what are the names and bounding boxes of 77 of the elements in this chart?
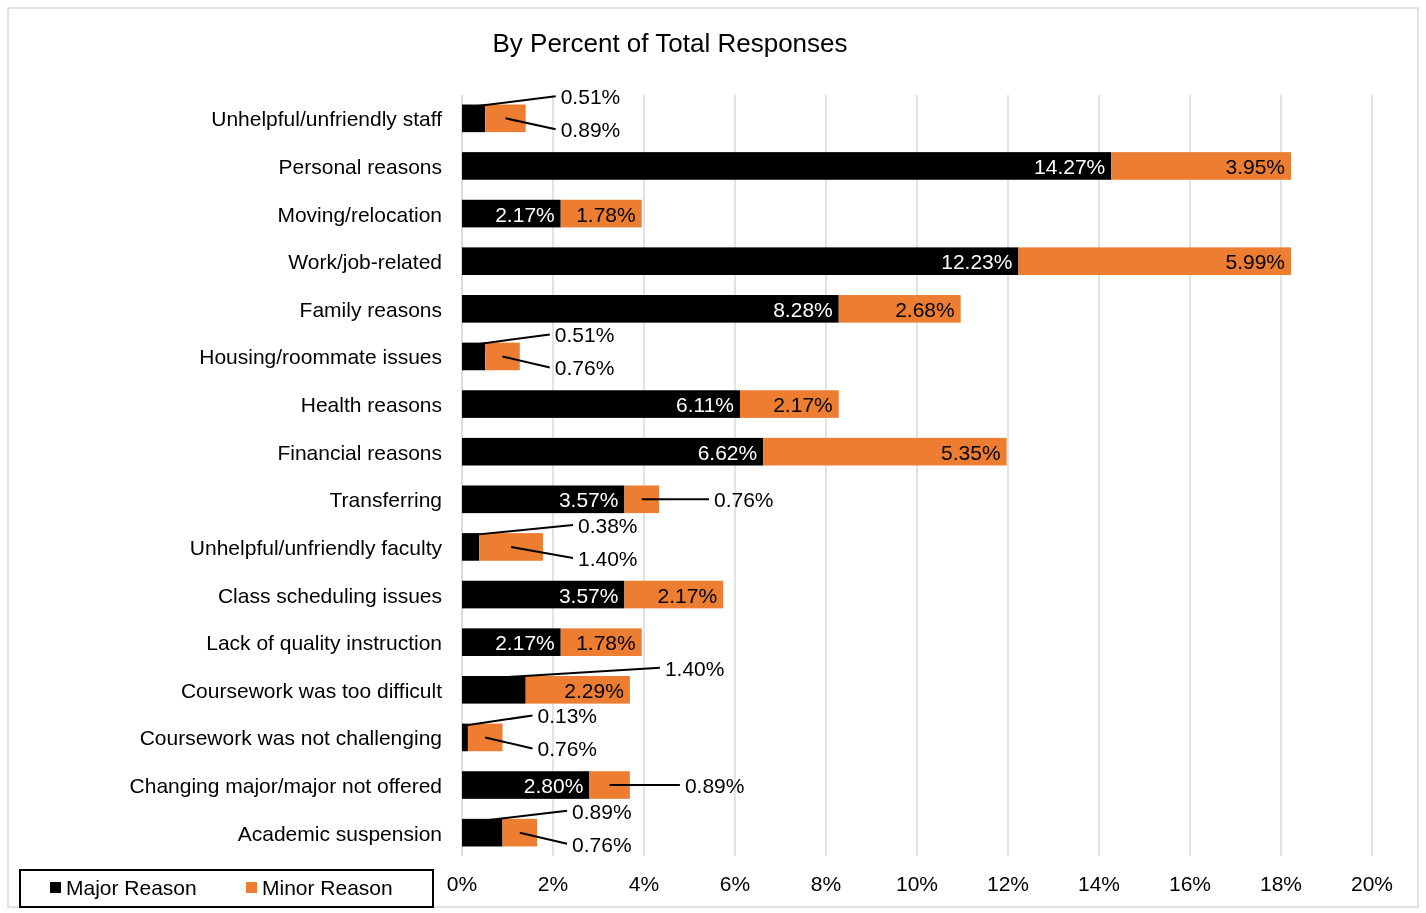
bar xyxy=(467,723,503,752)
data-label: 8.28% xyxy=(773,297,833,321)
y-tick-label: Financial reasons xyxy=(277,440,442,464)
bar xyxy=(485,342,520,371)
y-tick-label: Changing major/major not offered xyxy=(129,774,442,798)
x-tick-label: 8% xyxy=(810,872,842,895)
bar xyxy=(589,771,630,799)
data-label: 0.51% xyxy=(554,323,615,347)
y-tick-label: Class scheduling issues xyxy=(217,583,442,607)
x-tick-label: 18% xyxy=(1259,872,1303,895)
x-tick-label: 12% xyxy=(986,872,1030,895)
data-label: 2.29% xyxy=(564,678,624,702)
data-label: 0.76% xyxy=(537,737,598,761)
y-tick-label: Coursework was not challenging xyxy=(139,726,442,750)
data-label: 3.95% xyxy=(1225,154,1286,178)
y-tick-label: Coursework was too difficult xyxy=(180,678,443,702)
data-label: 0.89% xyxy=(684,774,745,798)
x-tick-label: 20% xyxy=(1350,872,1394,895)
y-tick-label: Moving/relocation xyxy=(277,202,442,226)
data-label: 0.38% xyxy=(577,513,638,537)
data-label: 0.76% xyxy=(714,488,774,512)
data-label: 6.11% xyxy=(676,393,735,417)
data-label: 1.40% xyxy=(664,656,725,680)
bar xyxy=(1018,247,1292,276)
bar xyxy=(624,485,660,514)
data-label: 0.51% xyxy=(560,85,621,109)
bar xyxy=(485,104,526,133)
data-label: 2.68% xyxy=(895,297,955,321)
bar xyxy=(462,152,1112,180)
x-tick-label: 0% xyxy=(446,872,478,895)
x-tick-label: 6% xyxy=(719,872,751,895)
data-label: 5.99% xyxy=(1225,250,1286,274)
data-label: 2.17% xyxy=(773,393,833,417)
y-tick-label: Work/job-related xyxy=(288,250,442,274)
data-label: 2.17% xyxy=(657,583,718,607)
data-label: 3.57% xyxy=(558,488,619,512)
bar xyxy=(1111,152,1292,180)
y-tick-label: Academic suspension xyxy=(237,821,442,845)
data-label: 0.76% xyxy=(554,356,615,380)
y-tick-label: Unhelpful/unfriendly faculty xyxy=(189,535,443,559)
y-tick-label: Personal reasons xyxy=(278,154,442,178)
data-label: 1.78% xyxy=(576,202,636,226)
bar xyxy=(462,295,839,323)
data-label: 0.89% xyxy=(572,799,632,823)
legend-label: Minor Reason xyxy=(262,876,393,899)
y-tick-label: Lack of quality instruction xyxy=(206,631,442,655)
data-label: 2.17% xyxy=(495,631,555,655)
legend-label: Major Reason xyxy=(66,876,197,899)
data-label: 1.40% xyxy=(577,546,638,570)
data-label: 5.35% xyxy=(941,440,1001,464)
y-tick-label: Family reasons xyxy=(299,297,442,321)
y-tick-label: Transferring xyxy=(329,488,442,512)
bar xyxy=(479,533,543,561)
x-tick-label: 14% xyxy=(1077,872,1121,895)
data-label: 0.13% xyxy=(537,704,598,728)
x-tick-label: 10% xyxy=(895,872,939,895)
bar xyxy=(763,437,1007,466)
y-tick-label: Unhelpful/unfriendly staff xyxy=(211,107,443,131)
data-label: 6.62% xyxy=(697,440,758,464)
data-label: 3.57% xyxy=(558,583,619,607)
data-label: 0.89% xyxy=(560,118,621,142)
x-tick-label: 4% xyxy=(628,872,660,895)
x-tick-label: 16% xyxy=(1168,872,1212,895)
y-tick-label: Health reasons xyxy=(300,393,442,417)
bar xyxy=(462,247,1019,276)
data-label: 2.17% xyxy=(495,202,555,226)
bar xyxy=(462,437,764,466)
x-tick-label: 2% xyxy=(537,872,569,895)
chart-title: By Percent of Total Responses xyxy=(492,28,848,58)
bar xyxy=(502,818,538,847)
y-tick-label: Housing/roommate issues xyxy=(199,345,442,369)
bar xyxy=(462,390,741,418)
data-label: 14.27% xyxy=(1034,154,1106,178)
data-label: 2.80% xyxy=(523,774,584,798)
data-label: 0.76% xyxy=(572,832,632,856)
data-label: 12.23% xyxy=(941,250,1013,274)
data-label: 1.78% xyxy=(576,631,636,655)
